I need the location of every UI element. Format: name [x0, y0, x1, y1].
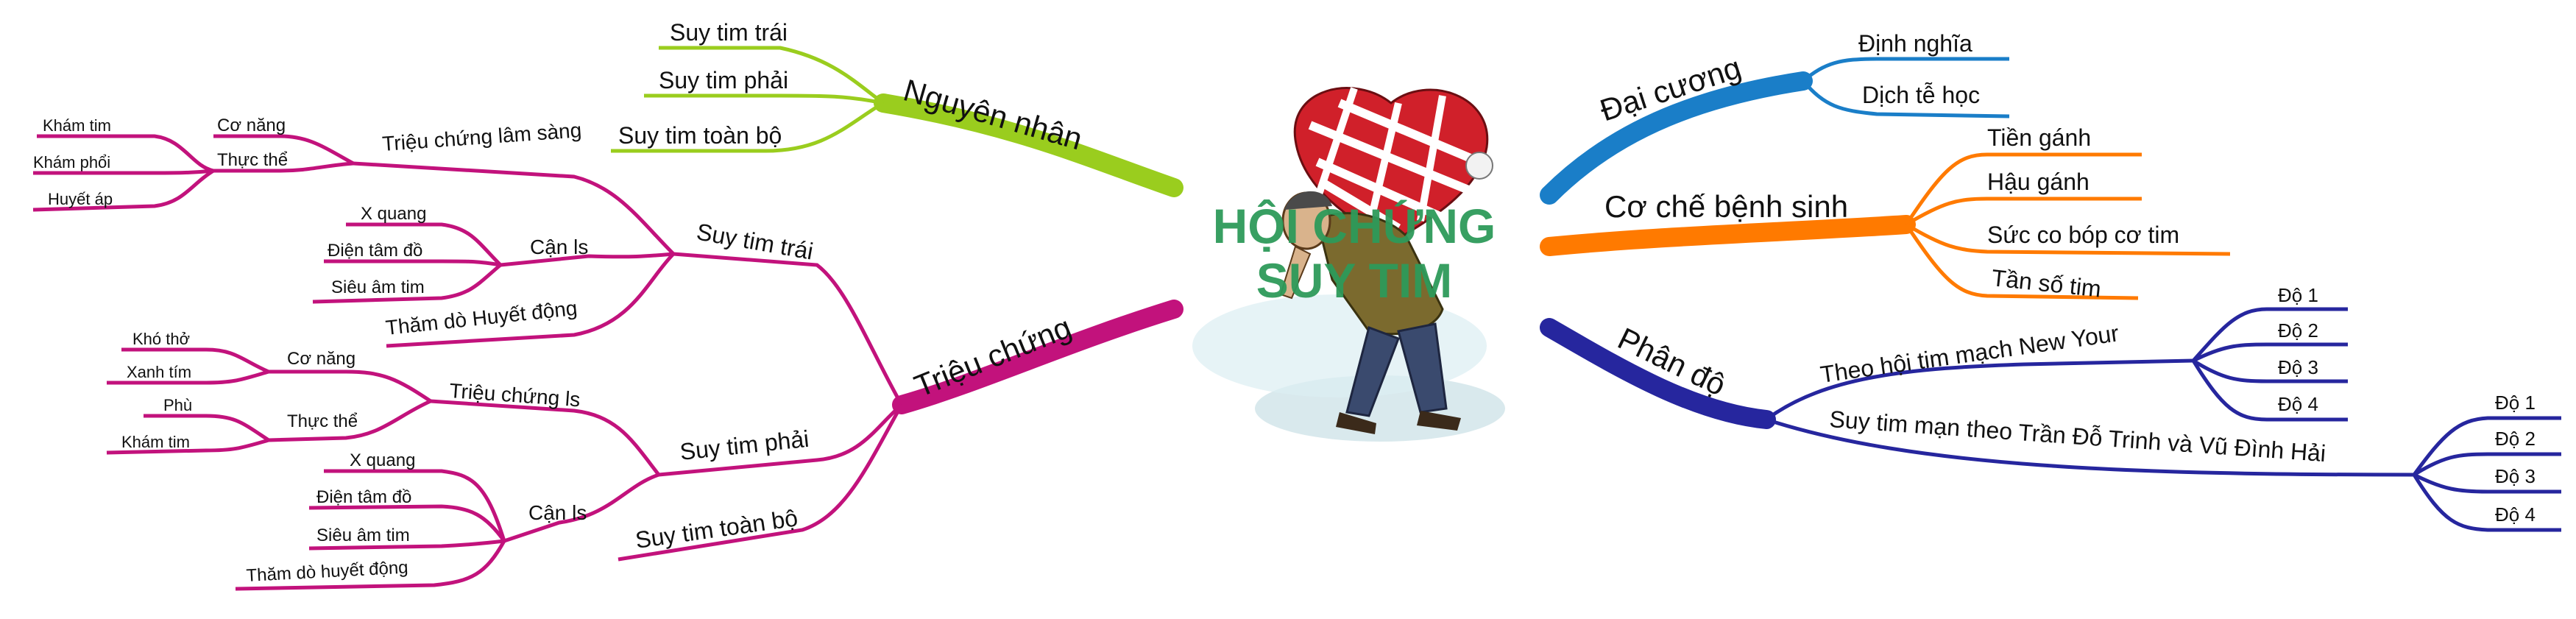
- center-title-line-2: SUY TIM: [1256, 253, 1453, 308]
- phan-do-links: [1765, 307, 2561, 532]
- label-tc-trieu-chung-ls: Triệu chứng ls: [449, 379, 581, 411]
- label-tham-do-hd-1: Thăm dò Huyết động: [384, 297, 578, 339]
- branch-co-che: [1540, 215, 1916, 256]
- label-huyet-ap: Huyết áp: [48, 190, 113, 208]
- sick-man-icon: [1279, 191, 1461, 434]
- label-hau-ganh: Hậu gánh: [1987, 169, 2090, 195]
- label-tc-suy-tim-toan-bo: Suy tim toàn bộ: [634, 504, 799, 553]
- label-nn-suy-tim-trai: Suy tim trái: [670, 19, 788, 46]
- label-x-quang-1: X quang: [361, 204, 426, 224]
- label-tc-suy-tim-phai: Suy tim phải: [679, 425, 810, 465]
- label-x-quang-2: X quang: [350, 450, 415, 470]
- label-tc-co-nang-1: Cơ năng: [217, 116, 286, 135]
- label-nn-suy-tim-toan-bo: Suy tim toàn bộ: [618, 122, 782, 149]
- label-suc-co-bop: Sức co bóp cơ tim: [1987, 222, 2179, 248]
- label-co-che: Cơ chế bệnh sinh: [1604, 189, 1848, 224]
- label-kham-tim-1: Khám tim: [43, 116, 111, 135]
- label-tc-thuc-the-2: Thực thể: [287, 411, 358, 431]
- label-tdt-do-4: Độ 4: [2495, 503, 2536, 526]
- label-nyha: Theo hội tim mạch New Your: [1819, 319, 2120, 388]
- label-dich-te-hoc: Dịch tễ học: [1862, 82, 1980, 108]
- label-tran-do-trinh: Suy tim mạn theo Trần Đỗ Trinh và Vũ Đìn…: [1829, 406, 2327, 467]
- label-sieu-am-tim-1: Siêu âm tim: [331, 277, 425, 297]
- label-dinh-nghia: Định nghĩa: [1858, 30, 1972, 57]
- heart-bag-icon: [1293, 87, 1493, 244]
- label-phu: Phù: [163, 396, 192, 414]
- branch-dai-cuong: [1540, 71, 1813, 205]
- dai-cuong-links: [1802, 57, 2010, 119]
- label-nyha-do-3: Độ 3: [2278, 356, 2318, 378]
- label-nyha-do-1: Độ 1: [2278, 284, 2318, 306]
- label-can-ls-1: Cận ls: [530, 236, 588, 258]
- label-nn-suy-tim-phai: Suy tim phải: [659, 67, 788, 93]
- center-title: HỘI CHỨNG SUY TIM: [1163, 199, 1546, 308]
- label-kho-tho: Khó thở: [132, 330, 190, 348]
- label-tc-thuc-the-1: Thực thể: [217, 150, 288, 170]
- label-tdt-do-2: Độ 2: [2495, 428, 2536, 450]
- label-tien-ganh: Tiền gánh: [1987, 124, 2091, 151]
- label-tham-do-hd-2: Thăm dò huyết động: [246, 558, 408, 586]
- label-nyha-do-4: Độ 4: [2278, 393, 2318, 415]
- branch-phan-do: [1540, 318, 1776, 429]
- label-kham-phoi: Khám phổi: [33, 153, 110, 171]
- label-tdt-do-3: Độ 3: [2495, 465, 2536, 487]
- co-che-links: [1904, 152, 2231, 300]
- label-xanh-tim: Xanh tím: [127, 363, 191, 381]
- center-title-line-1: HỘI CHỨNG: [1212, 199, 1496, 253]
- label-tc-lam-sang: Triệu chứng lâm sàng: [381, 119, 582, 155]
- label-kham-tim-2: Khám tim: [121, 433, 190, 451]
- branch-trieu-chung: [892, 300, 1183, 414]
- label-sieu-am-tim-2: Siêu âm tim: [316, 526, 410, 545]
- label-dien-tam-do-2: Điện tâm đồ: [316, 487, 411, 507]
- label-can-ls-2: Cận ls: [528, 501, 587, 524]
- center-illustration: [1192, 87, 1505, 442]
- label-nyha-do-2: Độ 2: [2278, 319, 2318, 342]
- label-tdt-do-1: Độ 1: [2495, 392, 2536, 414]
- label-dien-tam-do-1: Điện tâm đồ: [328, 241, 422, 261]
- branch-nguyen-nhan: [874, 93, 1183, 197]
- nguyen-nhan-links: [611, 46, 885, 153]
- label-tc-co-nang-2: Cơ năng: [287, 349, 355, 369]
- trieu-chung-links: [32, 134, 904, 591]
